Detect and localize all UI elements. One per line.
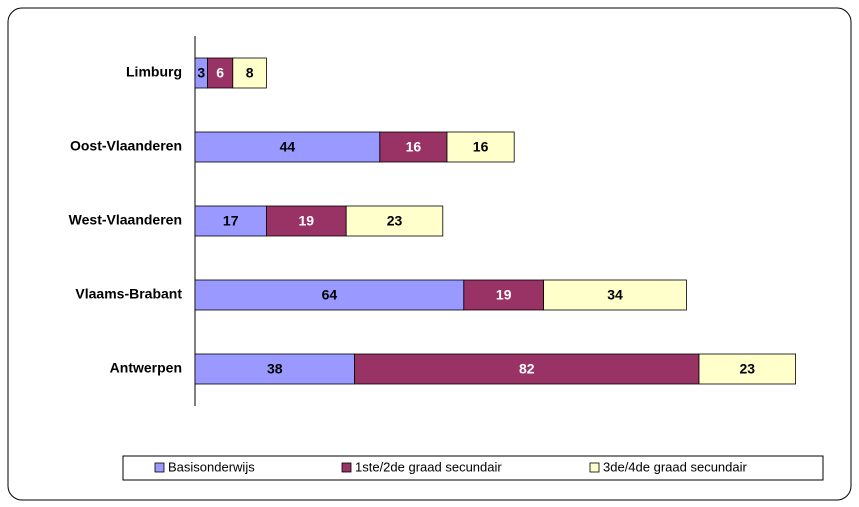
category-label: Vlaams-Brabant xyxy=(75,286,182,302)
legend-box xyxy=(122,455,824,481)
data-label: 16 xyxy=(406,139,422,155)
data-label: 8 xyxy=(246,65,254,81)
data-label: 23 xyxy=(740,361,756,377)
bar-segment xyxy=(194,353,356,385)
bar-segment xyxy=(698,353,796,385)
bar-segment xyxy=(207,57,234,89)
data-label: 6 xyxy=(216,65,224,81)
data-label: 19 xyxy=(496,287,512,303)
category-label: Limburg xyxy=(126,64,182,80)
bar-segment xyxy=(379,131,448,163)
data-label: 34 xyxy=(607,287,623,303)
category-label: Oost-Vlaanderen xyxy=(70,138,182,154)
data-label: 64 xyxy=(322,287,338,303)
data-label: 23 xyxy=(387,213,403,229)
data-label: 17 xyxy=(223,213,239,229)
bar-segment xyxy=(194,279,465,311)
data-label: 44 xyxy=(280,139,296,155)
legend-swatch xyxy=(341,462,352,473)
bar-segment xyxy=(354,353,700,385)
bar-segment xyxy=(194,131,381,163)
category-label: Antwerpen xyxy=(110,360,182,376)
bar-segment xyxy=(463,279,544,311)
bar-segment xyxy=(446,131,515,163)
bar-segment xyxy=(232,57,267,89)
chart-border xyxy=(7,7,852,501)
data-label: 19 xyxy=(299,213,315,229)
legend-label: 1ste/2de graad secundair xyxy=(355,459,502,474)
data-label: 82 xyxy=(519,361,535,377)
category-label: West-Vlaanderen xyxy=(69,212,182,228)
data-label: 38 xyxy=(267,361,283,377)
bar-segment xyxy=(345,205,444,237)
legend-swatch xyxy=(154,462,165,473)
legend-label: Basisonderwijs xyxy=(168,459,255,474)
data-label: 3 xyxy=(197,65,205,81)
bar-segment xyxy=(543,279,687,311)
legend-swatch xyxy=(589,462,600,473)
data-label: 16 xyxy=(473,139,489,155)
legend-label: 3de/4de graad secundair xyxy=(603,459,748,474)
